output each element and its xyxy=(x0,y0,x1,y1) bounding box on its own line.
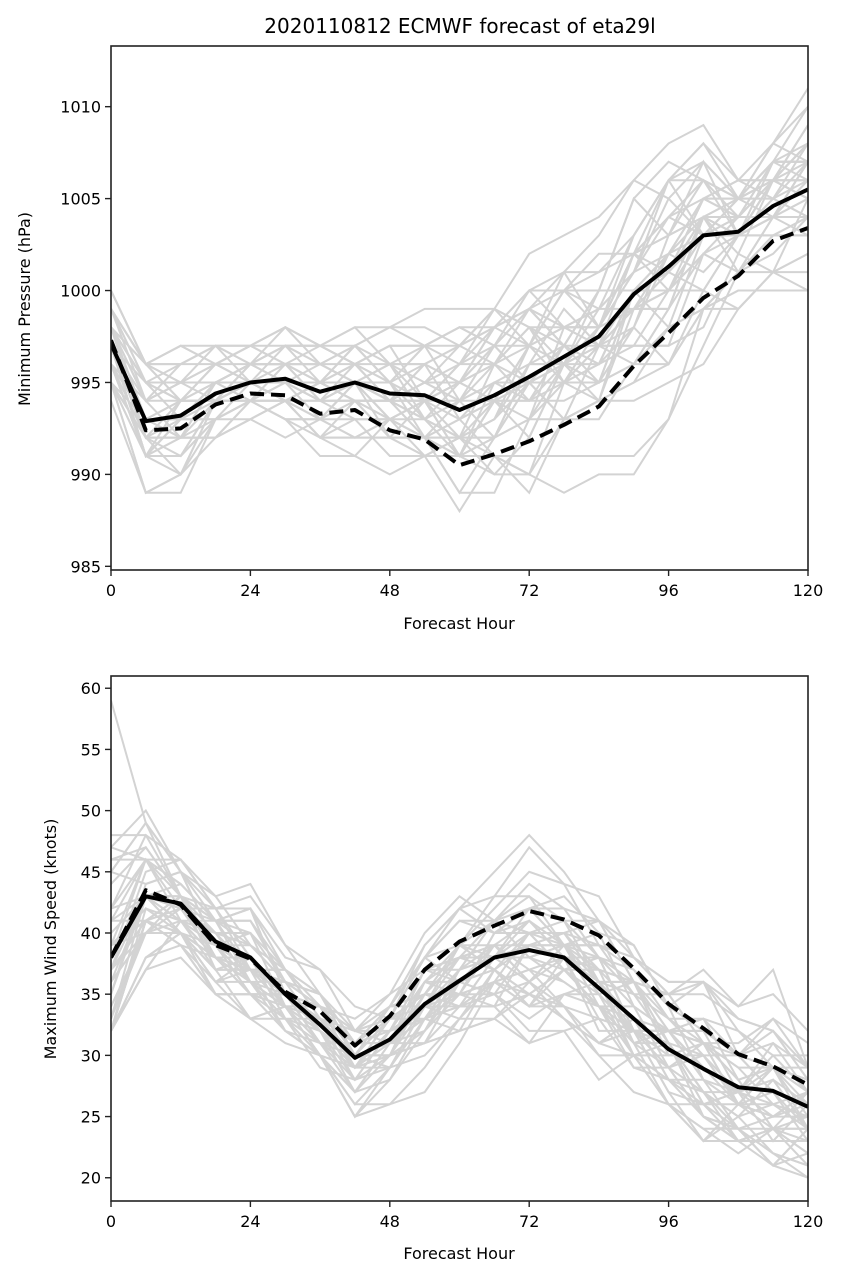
pressure-x-axis-label: Forecast Hour xyxy=(403,614,515,633)
ensemble-member-line xyxy=(111,894,808,1130)
ensemble-member-line xyxy=(111,894,808,1179)
pressure-main-series xyxy=(111,187,808,468)
ensemble-member-line xyxy=(111,845,808,1106)
pressure-ensemble-members xyxy=(111,87,808,514)
ensemble-member-line xyxy=(111,857,808,1093)
pressure-panel: 0 24 48 72 96 120 985 990 995 1000 1005 1010 Forec… xyxy=(15,45,823,633)
x-tick-label: 24 xyxy=(240,581,260,600)
ensemble-member-line xyxy=(111,178,808,457)
ensemble-member-line xyxy=(111,846,808,1155)
ensemble-member-line xyxy=(111,894,808,1130)
y-tick-label: 55 xyxy=(81,740,101,759)
ensemble-member-line xyxy=(111,142,808,458)
pressure-x-ticks: 0 24 48 72 96 120 xyxy=(106,570,823,600)
ensemble-member-line xyxy=(111,834,808,1094)
ensemble-member-line xyxy=(111,124,808,439)
wind-x-ticks: 0 24 48 72 96 120 xyxy=(106,1201,823,1231)
ensemble-member-line xyxy=(111,87,808,476)
wind-plot-frame xyxy=(110,675,809,1202)
pressure-y-axis-label: Minimum Pressure (hPa) xyxy=(15,212,34,406)
ensemble-member-line xyxy=(111,124,808,421)
ensemble-member-line xyxy=(111,932,808,1119)
ensemble-member-line xyxy=(111,857,808,1094)
y-tick-label: 20 xyxy=(81,1169,101,1188)
ensemble-member-line xyxy=(111,820,808,1130)
x-tick-label: 24 xyxy=(240,1212,260,1231)
wind-y-ticks: 20 25 30 35 40 45 50 55 60 xyxy=(81,679,111,1188)
y-tick-label: 985 xyxy=(70,557,101,576)
ensemble-member-line xyxy=(111,833,808,1118)
y-tick-label: 30 xyxy=(81,1046,101,1065)
wind-main-series xyxy=(111,888,808,1109)
y-tick-label: 995 xyxy=(70,373,101,392)
ensemble-member-line xyxy=(111,895,808,1155)
ensemble-member-line xyxy=(111,894,808,1118)
x-tick-label: 72 xyxy=(519,581,539,600)
deterministic-line xyxy=(111,226,808,468)
ensemble-member-line xyxy=(111,178,808,457)
ensemble-member-line xyxy=(111,894,808,1179)
y-tick-label: 1000 xyxy=(60,282,101,301)
x-tick-label: 96 xyxy=(658,581,678,600)
ensemble-member-line xyxy=(111,160,808,476)
ensemble-member-line xyxy=(111,858,808,1142)
wind-panel: 0 24 48 72 96 120 20 25 30 35 40 45 50 55 60 Forecast… xyxy=(41,675,823,1263)
x-tick-label: 120 xyxy=(793,581,824,600)
ensemble-member-line xyxy=(111,895,808,1032)
ensemble-member-line xyxy=(111,858,808,1143)
ensemble-member-line xyxy=(111,160,808,476)
ensemble-member-line xyxy=(111,919,808,1130)
x-tick-label: 96 xyxy=(658,1212,678,1231)
chart-title: 2020110812 ECMWF forecast of eta29l xyxy=(264,14,655,38)
pressure-y-ticks: 985 990 995 1000 1005 1010 xyxy=(60,98,111,576)
wind-y-axis-label: Maximum Wind Speed (knots) xyxy=(41,819,60,1060)
ensemble-member-line xyxy=(111,895,808,1130)
ensemble-member-line xyxy=(111,161,808,477)
ensemble-member-line xyxy=(111,142,808,421)
ensemble-member-line xyxy=(111,700,808,1130)
ensemble-mean-line xyxy=(111,894,808,1109)
ensemble-member-line xyxy=(111,215,808,495)
y-tick-label: 60 xyxy=(81,679,101,698)
pressure-plot-frame xyxy=(110,45,809,571)
y-tick-label: 45 xyxy=(81,863,101,882)
deterministic-line xyxy=(111,888,808,1087)
ensemble-mean-line xyxy=(111,187,808,424)
x-tick-label: 48 xyxy=(380,581,400,600)
y-tick-label: 50 xyxy=(81,802,101,821)
x-tick-label: 48 xyxy=(380,1212,400,1231)
ensemble-member-line xyxy=(111,197,808,514)
x-tick-label: 120 xyxy=(793,1212,824,1231)
ensemble-member-line xyxy=(111,289,808,440)
y-tick-label: 990 xyxy=(70,465,101,484)
x-tick-label: 72 xyxy=(519,1212,539,1231)
y-tick-label: 40 xyxy=(81,924,101,943)
ensemble-member-line xyxy=(111,858,808,1094)
ensemble-member-line xyxy=(111,932,808,1118)
ensemble-member-line xyxy=(111,178,808,458)
y-tick-label: 25 xyxy=(81,1108,101,1127)
ensemble-member-line xyxy=(111,907,808,1106)
wind-x-axis-label: Forecast Hour xyxy=(403,1244,515,1263)
x-tick-label: 0 xyxy=(106,1212,116,1231)
ensemble-member-line xyxy=(111,919,808,1081)
y-tick-label: 35 xyxy=(81,985,101,1004)
y-tick-label: 1010 xyxy=(60,98,101,117)
y-tick-label: 1005 xyxy=(60,190,101,209)
x-tick-label: 0 xyxy=(106,581,116,600)
ensemble-member-line xyxy=(111,178,808,458)
